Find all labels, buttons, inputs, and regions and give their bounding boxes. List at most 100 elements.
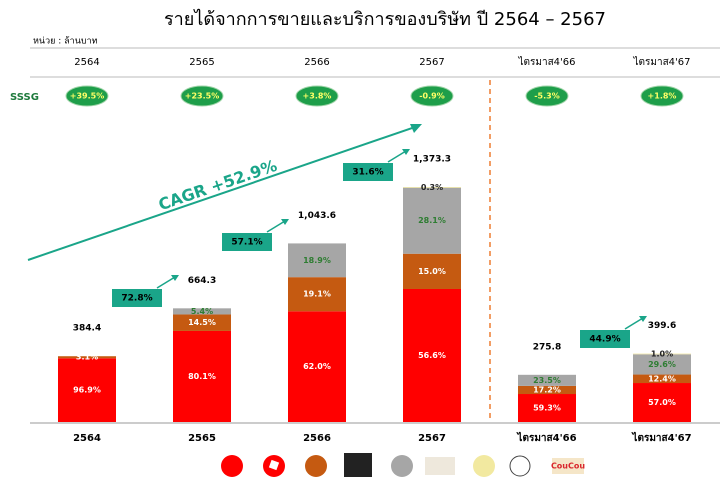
bar-segment xyxy=(518,394,576,422)
sssg-badge xyxy=(640,85,684,107)
segment-label: 19.1% xyxy=(303,290,331,299)
segment-label: 0.3% xyxy=(421,183,443,192)
total-label: 664.3 xyxy=(188,276,216,286)
bar-segment xyxy=(288,311,346,422)
bar-segment xyxy=(403,288,461,422)
bar-segment xyxy=(173,330,231,422)
sssg-value: +23.5% xyxy=(185,92,219,101)
growth-label: 72.8% xyxy=(121,294,152,304)
growth-box xyxy=(343,163,393,181)
segment-label: 23.5% xyxy=(533,376,561,385)
segment-label: 80.1% xyxy=(188,372,216,381)
segment-label: 57.0% xyxy=(648,398,676,407)
segment-label: 59.3% xyxy=(533,404,561,413)
sssg-value: -0.9% xyxy=(419,92,445,101)
legend-icon xyxy=(552,458,584,474)
growth-arrow xyxy=(266,220,286,233)
growth-box xyxy=(112,289,162,307)
chart-title: รายได้จากการขายและบริการของบริษัท ปี 256… xyxy=(164,8,606,30)
bar-segment xyxy=(633,353,691,355)
total-label: 1,043.6 xyxy=(298,211,336,221)
legend: CouCou xyxy=(221,453,585,477)
sssg-value: +3.8% xyxy=(303,92,332,101)
sssg-value: +1.8% xyxy=(648,92,677,101)
bar-segment xyxy=(403,253,461,289)
growth-box xyxy=(580,330,630,348)
bar-segment xyxy=(58,358,116,422)
legend-icon xyxy=(425,457,455,475)
bar-segment xyxy=(518,385,576,395)
segment-label: 96.9% xyxy=(73,386,101,395)
sssg-badge xyxy=(410,85,454,107)
sssg-badge xyxy=(65,85,109,107)
growth-label: 44.9% xyxy=(589,335,620,345)
segment-label: 5.4% xyxy=(191,307,213,316)
legend-icon xyxy=(391,455,413,477)
x-tick-label: 2564 xyxy=(73,433,101,444)
column-header: 2566 xyxy=(304,57,329,68)
bar-segment xyxy=(633,354,691,375)
x-tick-label: 2566 xyxy=(303,433,331,444)
cagr-arrow xyxy=(27,125,419,261)
segment-label: 14.5% xyxy=(188,318,216,327)
legend-icon xyxy=(473,455,495,477)
legend-icon xyxy=(344,453,372,477)
legend-icon xyxy=(509,455,531,477)
x-tick-label: ไตรมาส4'66 xyxy=(516,431,576,444)
legend-text: CouCou xyxy=(551,462,585,471)
growth-box xyxy=(222,233,272,251)
total-label: 275.8 xyxy=(533,342,561,352)
cagr-arrow-head xyxy=(410,124,422,133)
growth-arrow xyxy=(624,317,644,330)
column-header: ไตรมาส4'66 xyxy=(517,56,575,68)
column-header: 2564 xyxy=(74,57,99,68)
column-header: 2567 xyxy=(419,57,444,68)
sssg-value: -5.3% xyxy=(534,92,560,101)
segment-label: 56.6% xyxy=(418,351,446,360)
sssg-label: SSSG xyxy=(10,92,39,103)
segment-label: 3.1% xyxy=(76,353,98,362)
growth-arrow xyxy=(387,150,407,163)
sssg-value: +39.5% xyxy=(70,92,104,101)
growth-arrow xyxy=(156,276,176,289)
column-header: 2565 xyxy=(189,57,214,68)
x-tick-label: 2567 xyxy=(418,433,446,444)
segment-label: 12.4% xyxy=(648,374,676,383)
growth-arrow-head xyxy=(281,219,289,225)
sssg-badge xyxy=(180,85,224,107)
bar-segment xyxy=(173,314,231,331)
segment-label: 1.0% xyxy=(651,349,673,358)
bar-segment xyxy=(633,383,691,422)
unit-label: หน่วย : ล้านบาท xyxy=(33,36,98,47)
bar-segment xyxy=(58,356,116,359)
x-tick-label: 2565 xyxy=(188,433,216,444)
bar-segment xyxy=(173,308,231,315)
bar-segment xyxy=(288,277,346,312)
growth-label: 31.6% xyxy=(352,168,383,178)
x-tick-label: ไตรมาส4'67 xyxy=(631,431,691,444)
bar-segment xyxy=(403,187,461,254)
total-label: 399.6 xyxy=(648,321,676,331)
segment-label: 62.0% xyxy=(303,362,331,371)
legend-icon xyxy=(221,455,243,477)
segment-label: 15.0% xyxy=(418,267,446,276)
growth-arrow-head xyxy=(402,149,410,155)
bar-segment xyxy=(288,243,346,278)
segment-label: 18.9% xyxy=(303,256,331,265)
segment-label: 28.1% xyxy=(418,216,446,225)
total-label: 1,373.3 xyxy=(413,155,451,165)
segment-label: 29.6% xyxy=(648,360,676,369)
segment-label: 17.2% xyxy=(533,385,561,394)
total-label: 384.4 xyxy=(73,324,101,334)
cagr-label: CAGR +52.9% xyxy=(156,156,279,214)
bar-segment xyxy=(518,374,576,386)
growth-label: 57.1% xyxy=(231,238,262,248)
growth-arrow-head xyxy=(171,275,179,281)
sssg-badge xyxy=(525,85,569,107)
column-header: ไตรมาส4'67 xyxy=(632,56,690,68)
growth-arrow-head xyxy=(639,316,647,322)
bar-segment xyxy=(633,374,691,384)
bar-segment xyxy=(403,187,461,188)
legend-icon xyxy=(305,455,327,477)
